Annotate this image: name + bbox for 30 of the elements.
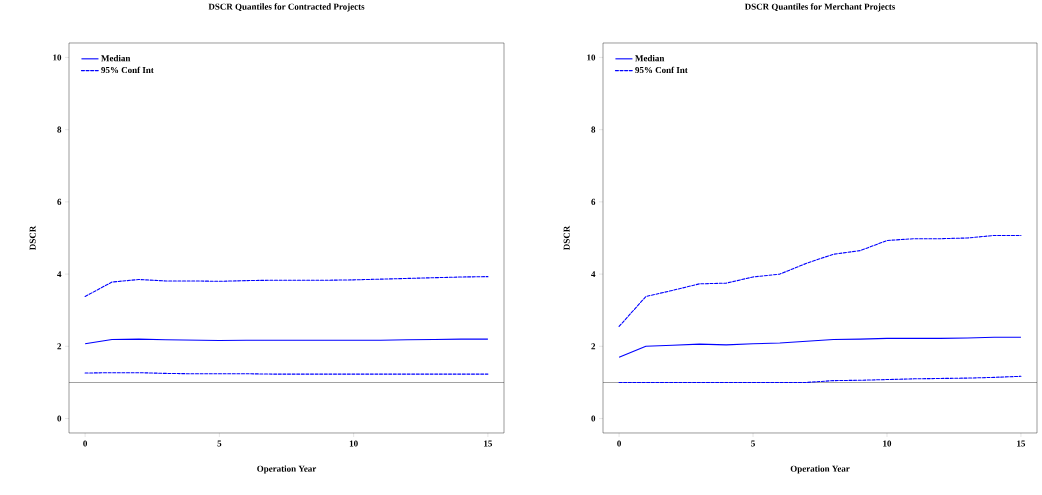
x-tick-label: 5 [751, 440, 755, 447]
legend-label: Median [635, 54, 665, 62]
y-tick-label: 0 [57, 415, 62, 422]
x-tick-label: 15 [1017, 440, 1026, 447]
x-axis-title: Operation Year [257, 465, 317, 474]
x-tick-label: 15 [484, 440, 493, 447]
x-tick-label: 10 [349, 440, 358, 447]
y-tick-label: 0 [591, 415, 596, 422]
chart-title: DSCR Quantiles for Merchant Projects [744, 3, 896, 12]
x-tick-label: 0 [617, 440, 621, 447]
y-tick-label: 6 [591, 198, 596, 205]
x-axis-title: Operation Year [790, 465, 850, 474]
y-tick-label: 8 [591, 126, 596, 133]
y-tick-label: 6 [57, 198, 62, 205]
y-axis-title: DSCR [563, 225, 570, 251]
legend-label: Median [101, 54, 131, 62]
chart-title: DSCR Quantiles for Contracted Projects [208, 3, 365, 12]
y-tick-label: 10 [53, 54, 62, 61]
x-tick-label: 10 [883, 440, 892, 447]
y-tick-label: 2 [57, 343, 62, 350]
y-tick-label: 10 [587, 54, 596, 61]
y-tick-label: 4 [57, 271, 62, 278]
x-tick-label: 5 [217, 440, 222, 447]
legend-label: 95% Conf Int [101, 66, 154, 74]
y-tick-label: 4 [591, 271, 596, 278]
y-axis-title: DSCR [29, 225, 36, 251]
y-tick-label: 8 [57, 126, 62, 133]
y-tick-label: 2 [591, 343, 596, 350]
legend-label: 95% Conf Int [635, 66, 688, 74]
x-tick-label: 0 [83, 440, 88, 447]
